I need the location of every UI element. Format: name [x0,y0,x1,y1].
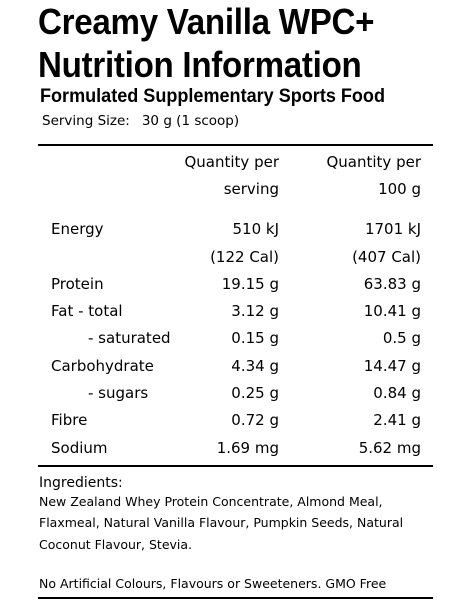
row-per-100g: 0.5 g [382,329,421,347]
row-per-serving: 19.15 g [221,275,279,293]
serving-size: Serving Size: 30 g (1 scoop) [42,112,239,130]
row-per-100g: 14.47 g [363,357,421,375]
row-name: Fibre [51,411,88,429]
serving-size-value: 30 g (1 scoop) [141,113,240,129]
bottom-divider [38,597,433,599]
row-per-100g: 1701 kJ [364,220,421,238]
row-name: - saturated [88,329,171,347]
ingredients-line: New Zealand Whey Protein Concentrate, Al… [39,494,383,509]
header-per-100g-line2: 100 g [378,180,421,198]
product-title: Creamy Vanilla WPC+ [38,1,375,42]
header-per-100g-line1: Quantity per [326,153,421,171]
row-per-serving: 0.15 g [231,329,279,347]
label-subtitle: Formulated Supplementary Sports Food [40,86,385,107]
table-bottom-divider [38,465,433,467]
ingredients-line: Coconut Flavour, Stevia. [39,537,193,552]
row-name: Protein [51,275,104,293]
row-per-serving: 4.34 g [231,357,279,375]
footer-note: No Artificial Colours, Flavours or Sweet… [39,576,387,591]
ingredients-heading: Ingredients: [39,475,123,491]
row-name: Energy [51,220,104,238]
row-per-100g: 63.83 g [363,275,421,293]
row-name: - sugars [88,384,149,402]
row-per-100g: 10.41 g [363,302,421,320]
row-per-100g: (407 Cal) [352,248,421,266]
row-name: Sodium [51,439,108,457]
header-per-serving-line2: serving [223,180,279,198]
row-per-serving: (122 Cal) [210,248,279,266]
row-per-100g: 5.62 mg [358,439,421,457]
row-per-serving: 510 kJ [232,220,279,238]
header-per-serving-line1: Quantity per [184,153,279,171]
ingredients-line: Flaxmeal, Natural Vanilla Flavour, Pumpk… [39,515,404,530]
row-name: Fat - total [51,302,123,320]
row-name: Carbohydrate [51,357,154,375]
serving-size-label: Serving Size: [42,113,130,129]
row-per-100g: 0.84 g [373,384,421,402]
top-divider [38,144,433,146]
label-heading: Nutrition Information [38,44,362,85]
row-per-serving: 1.69 mg [216,439,279,457]
row-per-serving: 0.25 g [231,384,279,402]
row-per-serving: 3.12 g [231,302,279,320]
row-per-100g: 2.41 g [373,411,421,429]
row-per-serving: 0.72 g [231,411,279,429]
